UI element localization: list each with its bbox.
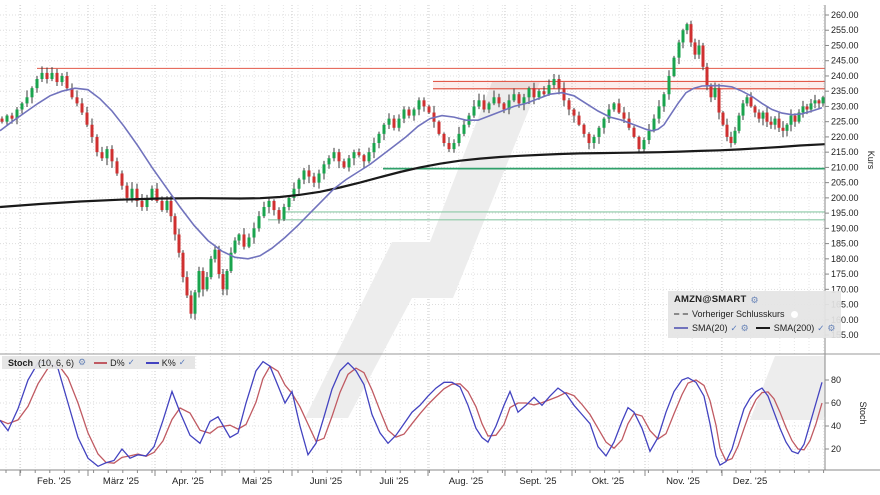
- axis-tick-label: 180.00: [831, 254, 859, 264]
- axis-tick-label: 175.00: [831, 269, 859, 279]
- axes: 260.00 255.00 250.00 245.00 240.00 235.00 230.…: [0, 5, 880, 487]
- axis-tick-label: 235.00: [831, 86, 859, 96]
- sma20-label: SMA(20): [692, 323, 728, 333]
- axis-tick-label: 230.00: [831, 101, 859, 111]
- stoch-legend[interactable]: Stoch (10, 6, 6) ⚙ D% ✓ K% ✓: [2, 356, 195, 369]
- price-levels: [37, 67, 825, 221]
- axis-tick-label: 255.00: [831, 25, 859, 35]
- sma200-gear-icon[interactable]: ⚙: [827, 323, 836, 333]
- candlestick-series: [0, 20, 825, 320]
- stoch-axis-title: Stoch: [858, 401, 868, 424]
- d-line-sample: [94, 361, 108, 364]
- axis-tick-label: 220.00: [831, 132, 859, 142]
- axis-tick-label: 170.00: [831, 284, 859, 294]
- k-line-sample: [145, 361, 159, 364]
- d-check-icon[interactable]: ✓: [127, 357, 135, 367]
- main-legend[interactable]: AMZN@SMART ⚙ Vorheriger Schlusskurs SMA(…: [668, 291, 842, 338]
- price-axis-title: Kurs: [866, 151, 876, 170]
- month-label: Okt. '25: [592, 476, 624, 487]
- gridlines: [0, 5, 825, 470]
- prev-close-label: Vorheriger Schlusskurs: [692, 309, 785, 319]
- watermark-2: [750, 356, 825, 420]
- prev-close-line-sample: [674, 313, 688, 315]
- month-label: Sept. '25: [519, 476, 556, 487]
- axis-tick-label: 205.00: [831, 178, 859, 188]
- month-label: Nov. '25: [666, 476, 700, 487]
- axis-tick-label: 195.00: [831, 208, 859, 218]
- month-label: Juni '25: [310, 476, 342, 487]
- axis-tick-label: 60: [831, 398, 841, 408]
- legend-row-prev-close[interactable]: Vorheriger Schlusskurs: [674, 307, 835, 321]
- month-label: Juli '25: [379, 476, 408, 487]
- watermark: [305, 82, 540, 418]
- axis-tick-label: 80: [831, 375, 841, 385]
- sma20-check-icon[interactable]: ✓: [730, 323, 738, 333]
- stochastic-series: [0, 360, 823, 468]
- axis-tick-label: 40: [831, 421, 841, 431]
- month-label: Dez. '25: [733, 476, 768, 487]
- axis-tick-label: 155.00: [831, 330, 859, 340]
- gear-icon[interactable]: ⚙: [750, 295, 759, 305]
- month-label: Feb. '25: [37, 476, 71, 487]
- legend-row-sma[interactable]: SMA(20) ✓ ⚙ SMA(200) ✓ ⚙: [674, 321, 835, 335]
- axis-tick-label: 160.00: [831, 315, 859, 325]
- axis-tick-label: 240.00: [831, 71, 859, 81]
- k-label: K%: [161, 357, 176, 368]
- stoch-gear-icon[interactable]: ⚙: [78, 357, 87, 367]
- axis-tick-label: 210.00: [831, 162, 859, 172]
- axis-tick-label: 200.00: [831, 193, 859, 203]
- sma20-line-sample: [674, 327, 688, 329]
- sma200-line-sample: [755, 327, 770, 329]
- k-check-icon[interactable]: ✓: [178, 357, 186, 367]
- sma200-label: SMA(200): [773, 323, 815, 333]
- month-label: März '25: [103, 476, 139, 487]
- moving-averages: [0, 84, 825, 260]
- axis-tick-label: 190.00: [831, 223, 859, 233]
- month-label: Apr. '25: [172, 476, 204, 487]
- axis-tick-label: 245.00: [831, 56, 859, 66]
- axis-tick-label: 185.00: [831, 239, 859, 249]
- white-dot-icon: [790, 310, 798, 318]
- axis-tick-label: 215.00: [831, 147, 859, 157]
- symbol-label[interactable]: AMZN@SMART: [674, 294, 747, 305]
- d-label: D%: [110, 357, 125, 368]
- sma20-gear-icon[interactable]: ⚙: [740, 323, 749, 333]
- axis-tick-label: 20: [831, 444, 841, 454]
- month-label: Mai '25: [242, 476, 272, 487]
- axis-tick-label: 250.00: [831, 40, 859, 50]
- axis-tick-label: 225.00: [831, 117, 859, 127]
- axis-tick-label: 260.00: [831, 10, 859, 20]
- stoch-title: Stoch: [8, 357, 34, 368]
- stoch-params: (10, 6, 6): [38, 357, 75, 368]
- axis-tick-label: 165.00: [831, 300, 859, 310]
- sma200-check-icon[interactable]: ✓: [817, 323, 825, 333]
- legend-row-symbol[interactable]: AMZN@SMART ⚙: [674, 293, 835, 307]
- month-label: Aug. '25: [449, 476, 484, 487]
